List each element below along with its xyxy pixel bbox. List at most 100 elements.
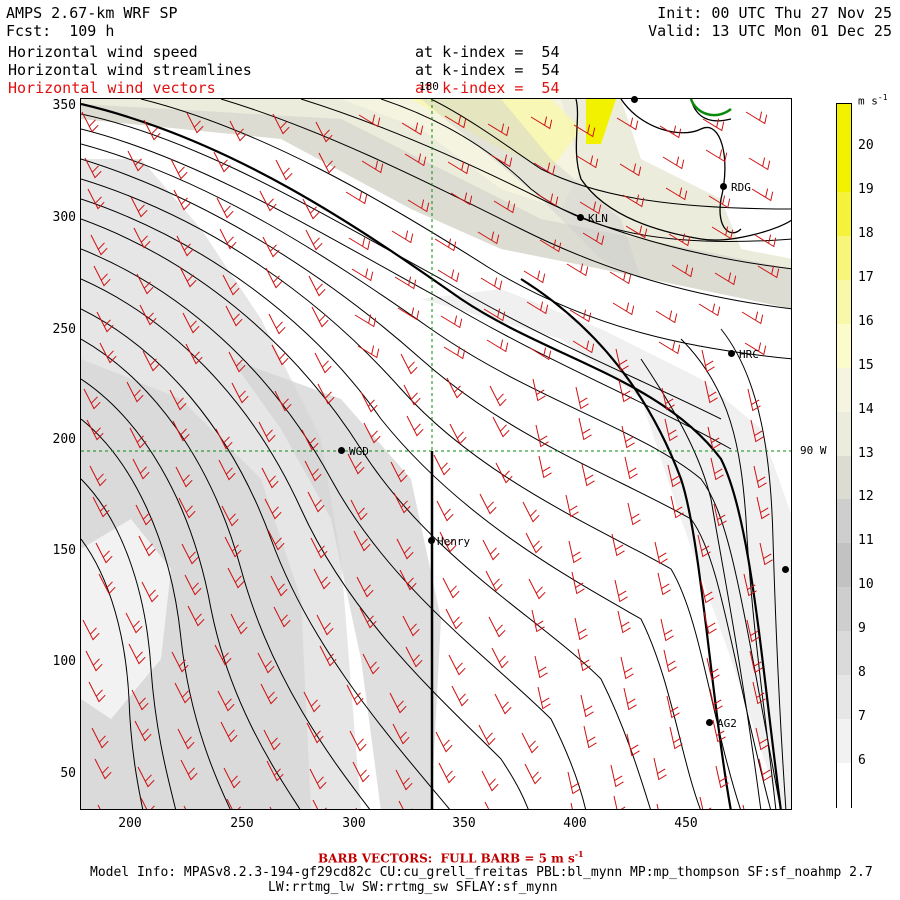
wind-barb	[142, 350, 160, 372]
wind-barb	[612, 302, 635, 316]
wind-barb	[218, 459, 236, 481]
wind-barb	[448, 654, 466, 676]
wind-barb	[491, 647, 509, 669]
wind-barb	[624, 456, 638, 480]
map-canvas	[81, 99, 791, 809]
wind-barb	[528, 578, 546, 600]
wind-barb	[750, 419, 764, 443]
wind-barb	[83, 388, 101, 410]
wind-barb	[92, 496, 110, 518]
wind-barb	[222, 274, 240, 296]
colorbar-label: 19	[858, 181, 874, 197]
wind-barb	[748, 157, 771, 171]
wind-barb	[752, 681, 766, 705]
wind-barb	[95, 542, 113, 564]
wind-barb	[569, 309, 592, 323]
wind-barb	[490, 154, 513, 168]
wind-barb	[614, 579, 628, 603]
wind-barb	[170, 158, 188, 180]
colorbar-label: 14	[858, 401, 874, 417]
colorbar-label: 18	[858, 225, 874, 241]
wind-barb	[433, 454, 451, 476]
wind-barb	[486, 339, 509, 353]
init-time: Init: 00 UTC Thu 27 Nov 25	[657, 4, 892, 22]
wind-barb	[392, 723, 410, 745]
wind-barb	[701, 349, 715, 373]
wind-barb	[171, 651, 189, 673]
wind-barb	[611, 533, 625, 557]
wind-barb	[87, 188, 105, 210]
wind-barb	[223, 767, 241, 789]
wind-barb	[442, 808, 443, 809]
colorbar-label: 6	[858, 753, 866, 769]
wind-barb	[141, 581, 159, 603]
colorbar-segment	[837, 235, 851, 281]
wind-barb	[129, 427, 147, 449]
wind-barb	[347, 453, 365, 475]
wind-barb	[609, 271, 632, 285]
wind-barb	[84, 157, 102, 179]
colorbar-segment	[837, 543, 851, 588]
wind-barb	[215, 428, 233, 450]
wind-barb	[89, 465, 107, 487]
wind-barb	[482, 539, 500, 561]
wind-barb	[96, 311, 114, 333]
wind-barb	[702, 118, 725, 132]
wind-barb	[187, 605, 205, 627]
wind-barb	[525, 532, 543, 554]
wind-barb	[81, 111, 99, 133]
y-tick-150: 150	[52, 543, 76, 558]
wind-barb	[578, 417, 592, 441]
wind-barb	[407, 199, 430, 213]
wind-barb	[314, 352, 332, 374]
wind-barb	[391, 230, 414, 244]
wind-barb	[99, 342, 117, 364]
wind-barb	[524, 763, 542, 785]
wind-barb	[390, 461, 408, 483]
wind-speed-shading	[81, 99, 791, 809]
wind-barb	[354, 314, 377, 328]
wind-barb	[570, 802, 573, 809]
wind-barb	[479, 493, 497, 515]
wind-barb	[533, 162, 556, 176]
wind-barb	[443, 346, 466, 360]
station-dot-henry	[428, 537, 435, 544]
wind-barb	[757, 265, 780, 279]
station-dot-rdg	[720, 183, 727, 190]
wind-barb	[574, 617, 588, 641]
wind-barb	[669, 726, 683, 750]
colorbar-segment	[837, 675, 851, 720]
wind-barb	[263, 729, 281, 751]
wind-barb	[176, 235, 194, 257]
station-label-ag2: AG2	[717, 717, 737, 730]
colorbar-segment	[837, 104, 851, 149]
x-tick-200: 200	[118, 816, 142, 831]
wind-barb	[447, 161, 470, 175]
y-tick-300: 300	[52, 210, 76, 225]
x-tick-400: 400	[563, 816, 587, 831]
wind-barb	[435, 731, 453, 753]
colorbar-label: 10	[858, 577, 874, 593]
wind-barb	[262, 236, 280, 258]
station-label-kln: KLN	[588, 212, 608, 225]
wind-barb	[620, 656, 634, 680]
wind-barb	[617, 610, 631, 634]
wind-barb	[712, 719, 726, 743]
field-label-streamlines: Horizontal wind streamlines	[8, 61, 252, 79]
wind-barb	[230, 613, 248, 635]
wind-barb	[622, 194, 645, 208]
wind-barb	[483, 308, 506, 322]
wind-barb	[348, 237, 371, 251]
wind-barb	[356, 576, 374, 598]
wind-barb	[125, 612, 143, 634]
wind-barb	[359, 607, 377, 629]
wind-barb	[534, 655, 548, 679]
wind-barb	[228, 351, 246, 373]
wind-barb	[258, 421, 276, 443]
wind-barb	[312, 799, 327, 809]
wind-barb	[214, 644, 232, 666]
wind-barb	[400, 353, 418, 375]
wind-barb	[538, 455, 552, 479]
wind-barb	[615, 348, 629, 372]
wind-barb	[270, 575, 288, 597]
